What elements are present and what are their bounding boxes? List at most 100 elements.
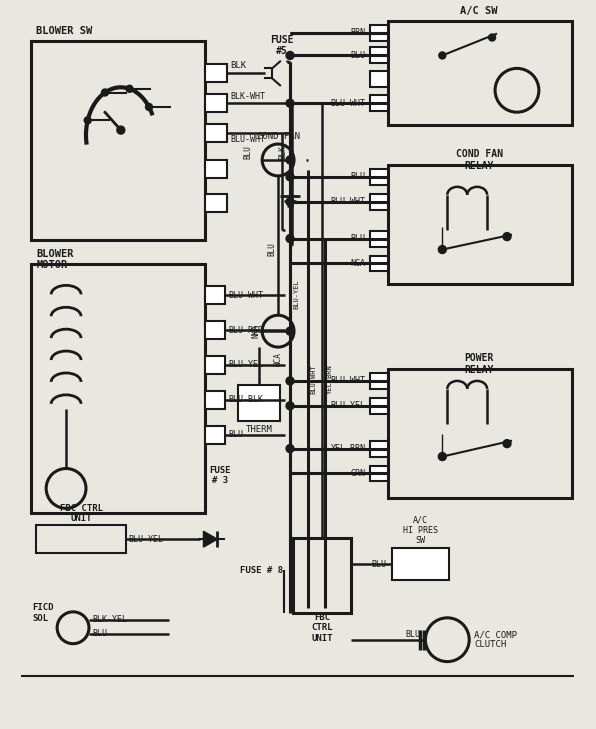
Text: BLK: BLK [278, 145, 287, 159]
Text: FUSE
# 3: FUSE # 3 [210, 466, 231, 486]
Bar [370, 440, 387, 456]
Text: BLU-BLK: BLU-BLK [228, 395, 263, 405]
Text: FBC CTRL
UNIT: FBC CTRL UNIT [60, 504, 103, 523]
Circle shape [503, 233, 511, 241]
Circle shape [286, 402, 294, 410]
Text: BLU-WHT: BLU-WHT [331, 98, 366, 108]
Text: A/C COMP
CLUTCH: A/C COMP CLUTCH [474, 630, 517, 650]
Bar [31, 41, 206, 240]
Bar [370, 25, 387, 41]
Text: A/C SW: A/C SW [460, 6, 498, 15]
Circle shape [126, 85, 133, 93]
Circle shape [286, 198, 294, 206]
Bar [387, 369, 572, 499]
Circle shape [286, 156, 294, 164]
Circle shape [286, 377, 294, 385]
Text: BLOWER SW: BLOWER SW [36, 26, 92, 36]
Circle shape [503, 440, 511, 448]
Text: FUSE # 8: FUSE # 8 [240, 566, 283, 574]
Text: BLU: BLU [371, 560, 387, 569]
Circle shape [286, 173, 294, 181]
Text: BLU-YEL: BLU-YEL [293, 279, 299, 309]
Bar [206, 391, 225, 409]
Bar [370, 230, 387, 246]
Text: BLU-WHT: BLU-WHT [310, 364, 316, 394]
Text: BLU-YEL: BLU-YEL [331, 401, 366, 410]
Bar [370, 398, 387, 414]
Text: YEL-BRN: YEL-BRN [327, 364, 333, 394]
Text: NKA: NKA [251, 324, 260, 338]
Text: BLU: BLU [350, 172, 366, 182]
Bar [293, 538, 351, 613]
Bar [387, 20, 572, 125]
Bar [370, 194, 387, 210]
Text: COND FAN
RELAY: COND FAN RELAY [456, 149, 502, 171]
Circle shape [286, 327, 294, 335]
Bar [206, 356, 225, 374]
Text: YEL-BRN: YEL-BRN [331, 444, 366, 453]
Text: BLK: BLK [230, 61, 246, 70]
Text: BLU-YEL: BLU-YEL [129, 534, 164, 544]
Circle shape [287, 378, 293, 384]
Text: A/C
HI PRES
SW: A/C HI PRES SW [403, 515, 438, 545]
Circle shape [84, 117, 91, 124]
Text: FUSE
#5: FUSE #5 [271, 35, 294, 56]
Bar [392, 548, 449, 580]
Circle shape [117, 126, 125, 134]
Text: BLU: BLU [228, 430, 243, 439]
Circle shape [145, 104, 153, 111]
Text: FBC
CTRL
UNIT: FBC CTRL UNIT [311, 613, 333, 643]
Text: BLU: BLU [350, 51, 366, 60]
Text: BLU: BLU [244, 145, 253, 159]
Bar [370, 466, 387, 481]
Bar [206, 64, 227, 82]
Bar [370, 95, 387, 112]
Circle shape [439, 52, 446, 59]
Text: BLK-WHT: BLK-WHT [230, 92, 265, 101]
Text: COND FAN: COND FAN [257, 131, 300, 141]
Text: BLU-WHT: BLU-WHT [228, 291, 263, 300]
Text: BLU-WHT: BLU-WHT [230, 135, 265, 144]
Circle shape [286, 99, 294, 107]
Bar [36, 526, 126, 553]
Text: NCA: NCA [274, 352, 283, 366]
Circle shape [286, 445, 294, 453]
Text: BLK-YEL: BLK-YEL [92, 615, 127, 624]
Bar [206, 286, 225, 304]
Text: BLU: BLU [268, 243, 277, 257]
Bar [206, 124, 227, 142]
Text: BLU-WHT: BLU-WHT [331, 376, 366, 386]
Bar [206, 321, 225, 339]
Bar [206, 160, 227, 178]
Text: BRN: BRN [350, 28, 366, 37]
Circle shape [287, 198, 293, 206]
Circle shape [438, 453, 446, 461]
Bar [206, 94, 227, 112]
Text: NCA: NCA [350, 259, 366, 268]
Text: BLU: BLU [350, 234, 366, 243]
Bar [206, 194, 227, 211]
Text: BLU-YEL: BLU-YEL [228, 361, 263, 370]
Text: BLU: BLU [405, 631, 420, 639]
Text: FICD
SOL: FICD SOL [32, 603, 54, 623]
Bar [238, 385, 280, 421]
Circle shape [489, 34, 496, 41]
Bar [370, 373, 387, 389]
Circle shape [286, 52, 294, 60]
Text: THERM: THERM [246, 425, 272, 434]
Text: BLU-RED: BLU-RED [228, 326, 263, 335]
Text: BLOWER
MOTOR: BLOWER MOTOR [36, 249, 74, 270]
Bar [370, 255, 387, 271]
Bar [387, 165, 572, 284]
Text: GRN: GRN [350, 469, 366, 478]
Text: BLU-WHT: BLU-WHT [331, 198, 366, 206]
Circle shape [438, 246, 446, 254]
Text: BLU: BLU [92, 629, 107, 638]
Bar [370, 169, 387, 185]
Circle shape [286, 235, 294, 243]
Text: POWER
RELAY: POWER RELAY [464, 354, 494, 375]
Bar [370, 47, 387, 63]
Bar [206, 426, 225, 444]
Polygon shape [203, 531, 218, 547]
Circle shape [101, 89, 108, 96]
